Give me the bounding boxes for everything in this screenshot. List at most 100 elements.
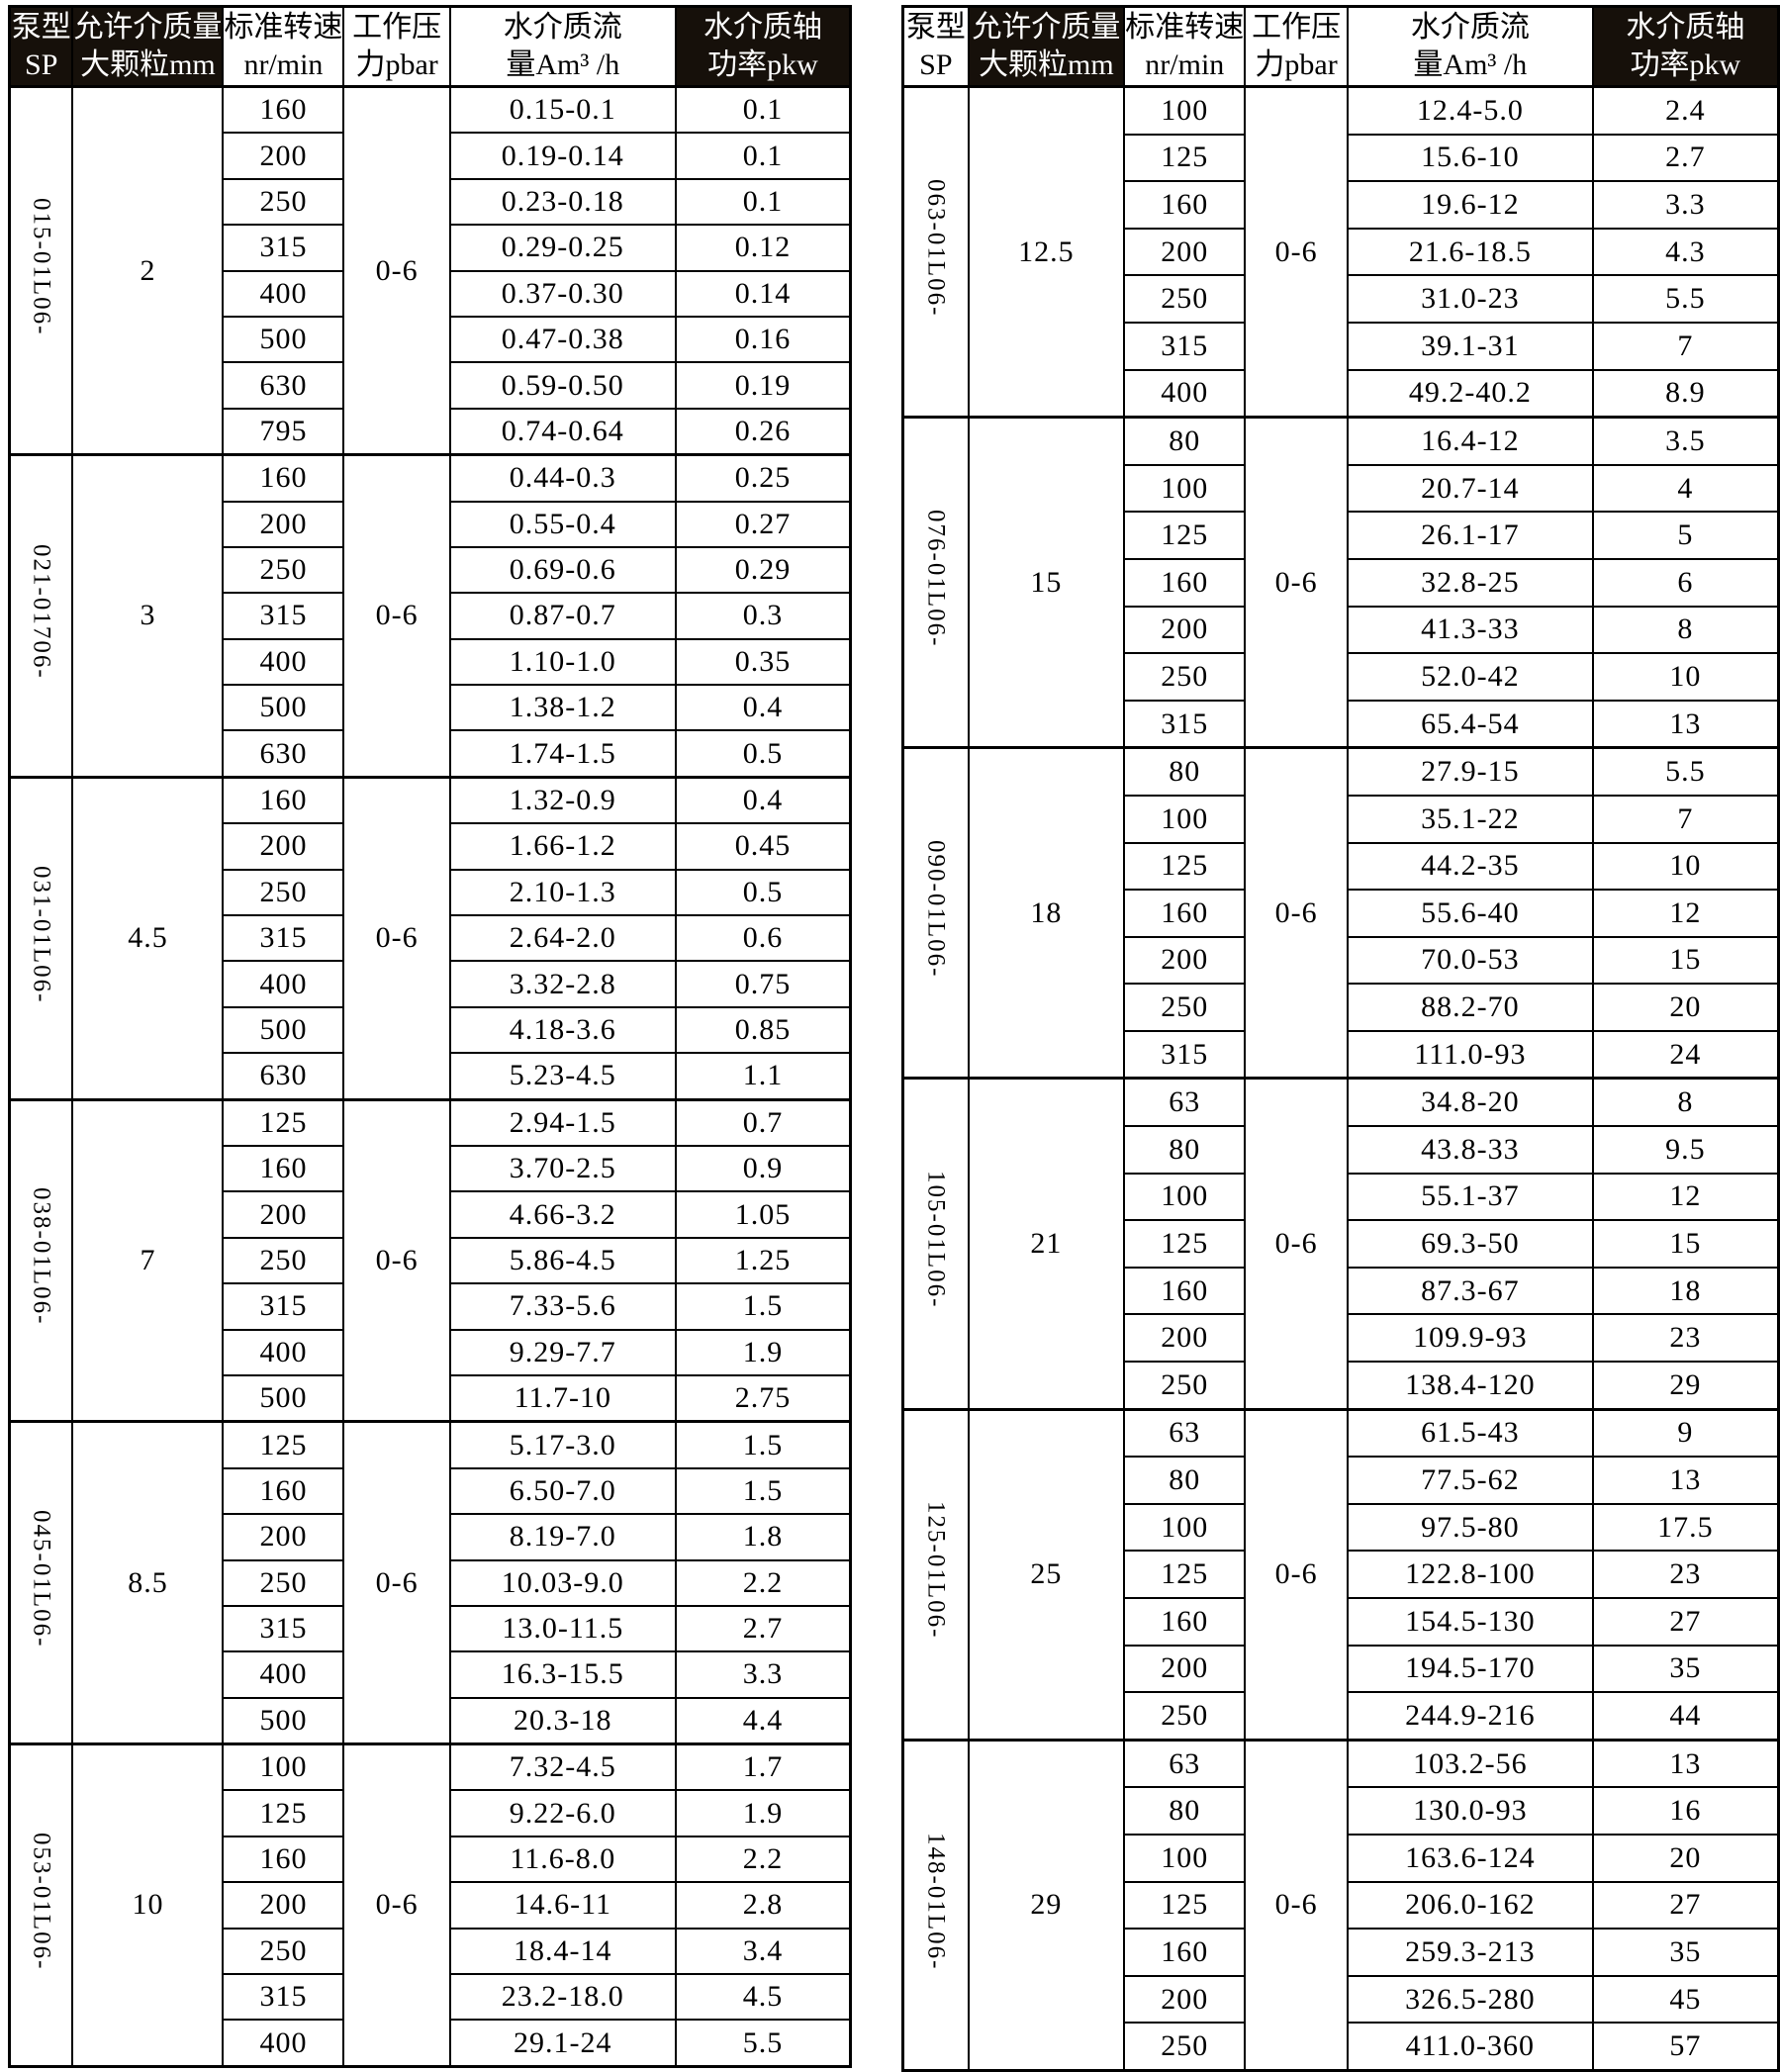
spec-row: 200 14.6-11 2.8	[10, 1881, 852, 1930]
spec-row: 125 26.1-17 5	[903, 511, 1780, 560]
power-cell: 20	[1591, 983, 1780, 1032]
speed-cell: 500	[222, 684, 345, 732]
speed-cell: 200	[1123, 1644, 1247, 1694]
power-cell: 8.9	[1591, 368, 1780, 419]
power-cell: 12	[1591, 1172, 1780, 1222]
spec-row: 200 194.5-170 35	[903, 1644, 1780, 1694]
flow-cell: 0.15-0.1	[448, 85, 677, 135]
speed-cell: 400	[222, 1650, 345, 1699]
header-line: 量Am³ /h	[506, 48, 620, 81]
flow-cell: 1.38-1.2	[448, 684, 677, 732]
spec-row: 315 0.87-0.7 0.3	[10, 592, 852, 640]
speed-cell: 80	[1123, 1786, 1247, 1836]
pressure-cell: 0-6	[342, 1420, 451, 1745]
power-cell: 23	[1591, 1313, 1780, 1364]
speed-cell: 250	[1123, 983, 1247, 1032]
flow-cell: 77.5-62	[1346, 1456, 1594, 1505]
power-cell: 4	[1591, 463, 1780, 514]
flow-cell: 23.2-18.0	[448, 1973, 677, 2022]
speed-cell: 100	[1123, 794, 1247, 844]
power-cell: 2.2	[674, 1835, 852, 1884]
speed-cell: 400	[222, 269, 345, 318]
spec-row: 031-01L06- 4.5 160 0-6 1.32-0.9 0.4	[8, 775, 852, 1101]
power-cell: 0.4	[674, 775, 852, 825]
speed-cell: 80	[1123, 1456, 1247, 1505]
pressure-cell: 0-6	[1244, 1738, 1349, 2072]
spec-row: 100 163.6-124 20	[903, 1833, 1780, 1883]
flow-cell: 9.22-6.0	[448, 1789, 677, 1837]
speed-cell: 160	[222, 1835, 345, 1884]
power-cell: 1.5	[674, 1282, 852, 1331]
speed-cell: 100	[1123, 1833, 1247, 1883]
speed-cell: 100	[1123, 1172, 1247, 1222]
power-cell: 0.5	[674, 868, 852, 917]
flow-cell: 20.3-18	[448, 1696, 677, 1745]
flow-cell: 31.0-23	[1346, 274, 1594, 324]
speed-cell: 80	[1123, 416, 1247, 466]
table-body: 063-01L06- 12.5 100 0-6 12.4-5.0 2.4 125 15.6-1…	[901, 84, 1780, 2072]
power-cell: 1.25	[674, 1236, 852, 1285]
flow-cell: 5.86-4.5	[448, 1236, 677, 1285]
spec-row: 200 41.3-33 8	[903, 605, 1780, 655]
power-cell: 1.9	[674, 1789, 852, 1837]
pump-model-label: 015-01L06-	[28, 197, 55, 336]
power-cell: 17.5	[1591, 1502, 1780, 1553]
max-particle-cell: 25	[967, 1407, 1126, 1742]
power-cell: 5.5	[674, 2019, 852, 2068]
flow-cell: 5.23-4.5	[448, 1052, 677, 1101]
max-particle-cell: 10	[71, 1742, 225, 2068]
pump-model-label: 031-01L06-	[28, 865, 55, 1003]
flow-cell: 32.8-25	[1346, 557, 1594, 608]
speed-cell: 250	[222, 1558, 345, 1607]
speed-cell: 63	[1123, 1738, 1247, 1789]
header-line: nr/min	[1145, 48, 1225, 81]
flow-cell: 27.9-15	[1346, 746, 1594, 797]
spec-row: 250 138.4-120 29	[903, 1361, 1780, 1411]
spec-row: 125 206.0-162 27	[903, 1880, 1780, 1931]
pump-model-cell: 063-01L06-	[901, 84, 970, 419]
power-cell: 4.3	[1591, 227, 1780, 277]
power-cell: 0.4	[674, 684, 852, 732]
speed-cell: 160	[222, 1144, 345, 1193]
spec-row: 400 0.37-0.30 0.14	[10, 269, 852, 318]
speed-cell: 315	[222, 224, 345, 272]
speed-cell: 315	[222, 1973, 345, 2022]
flow-cell: 65.4-54	[1346, 699, 1594, 749]
power-cell: 0.27	[674, 500, 852, 548]
speed-cell: 125	[1123, 841, 1247, 892]
speed-cell: 160	[222, 453, 345, 503]
flow-cell: 61.5-43	[1346, 1407, 1594, 1459]
pressure-cell: 0-6	[1244, 84, 1349, 419]
power-cell: 1.5	[674, 1466, 852, 1516]
power-cell: 0.12	[674, 224, 852, 272]
table-header: 泵型 SP 允许介质量 大颗粒mm 标准转速 nr/min 工作压 力pbar …	[8, 5, 852, 88]
power-cell: 3.3	[674, 1650, 852, 1699]
speed-cell: 315	[222, 1604, 345, 1653]
speed-cell: 500	[222, 315, 345, 364]
spec-row: 315 0.29-0.25 0.12	[10, 224, 852, 272]
flow-cell: 16.3-15.5	[448, 1650, 677, 1699]
flow-cell: 70.0-53	[1346, 935, 1594, 986]
power-cell: 2.8	[674, 1881, 852, 1930]
speed-cell: 250	[222, 545, 345, 595]
max-particle-cell: 8.5	[71, 1420, 225, 1745]
header-line: 允许介质量	[972, 11, 1121, 44]
speed-cell: 400	[222, 637, 345, 687]
speed-cell: 125	[1123, 1880, 1247, 1931]
power-cell: 2.7	[1591, 133, 1780, 183]
power-cell: 27	[1591, 1597, 1780, 1647]
power-cell: 0.14	[674, 269, 852, 318]
speed-cell: 795	[222, 407, 345, 456]
spec-row: 125 15.6-10 2.7	[903, 133, 1780, 183]
header-row: 泵型 SP 允许介质量 大颗粒mm 标准转速 nr/min 工作压 力pbar …	[8, 5, 852, 88]
header-row: 泵型 SP 允许介质量 大颗粒mm 标准转速 nr/min 工作压 力pbar …	[901, 5, 1780, 88]
header-line: 标准转速	[1125, 11, 1245, 44]
flow-cell: 69.3-50	[1346, 1219, 1594, 1269]
flow-cell: 0.47-0.38	[448, 315, 677, 364]
pump-model-cell: 105-01L06-	[901, 1077, 970, 1411]
speed-cell: 63	[1123, 1077, 1247, 1128]
power-cell: 0.26	[674, 407, 852, 456]
spec-row: 125 122.8-100 23	[903, 1550, 1780, 1599]
speed-cell: 125	[1123, 1219, 1247, 1269]
speed-cell: 200	[222, 1881, 345, 1930]
